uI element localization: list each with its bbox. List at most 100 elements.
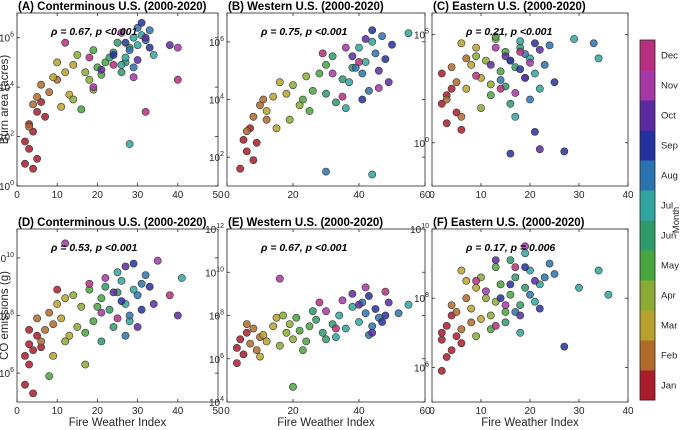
data-point-sep [521,263,529,271]
data-point-jan [21,351,29,360]
data-point-apr [85,75,94,84]
colorbar-swatch-jun [640,220,655,251]
data-point-jun [516,301,525,309]
data-point-jul [117,61,126,69]
data-point-feb [249,112,258,121]
data-point-jan [457,339,466,348]
data-point-aug [121,331,130,340]
data-point-may [89,317,98,326]
data-point-apr [477,104,485,112]
x-tick-label: 0 [429,406,435,417]
data-point-aug [358,69,367,78]
data-point-apr [69,291,78,300]
x-tick-label: 50 [212,406,224,417]
data-point-jan [29,164,37,173]
data-point-jan [25,325,33,334]
data-point-may [298,346,307,354]
data-point-may [305,107,314,115]
data-point-jul [531,297,539,306]
data-point-may [295,326,304,335]
data-point-dec [355,58,363,66]
data-point-oct [165,41,174,49]
y-tick-label: 108 [0,310,14,323]
colorbar-month-label: Apr [661,291,676,302]
data-point-oct [368,328,377,337]
data-point-dec [315,298,324,307]
colorbar-month-label: Jun [661,231,676,242]
data-point-jul [535,84,544,93]
x-tick-label: 50 [212,190,224,201]
data-point-feb [259,95,268,104]
data-point-apr [285,320,294,328]
x-tick-label: 20 [287,190,299,201]
data-point-aug [364,87,373,95]
data-point-feb [242,127,251,136]
data-point-jun [328,52,337,61]
data-point-jan [25,340,33,349]
data-point-apr [81,360,90,369]
colorbar-month-label: Dec [661,51,678,62]
data-point-jul [368,37,377,46]
data-point-oct [109,288,118,297]
data-point-feb [256,101,264,110]
data-point-dec [85,279,94,288]
data-point-oct [361,35,370,43]
colorbar-swatch-apr [640,280,655,311]
data-point-jul [575,283,583,292]
data-point-jan [236,335,245,344]
data-point-jul [355,43,363,52]
data-point-nov [511,89,520,97]
data-point-may [305,322,314,331]
data-point-feb [242,320,251,328]
data-point-nov [481,287,490,296]
data-point-mar [49,73,58,82]
data-point-jan [33,154,41,163]
data-point-jan [33,331,41,340]
x-tick-label: 20 [287,406,299,417]
data-point-jun [117,68,126,77]
data-point-mar [272,313,281,322]
data-point-jul [341,324,350,333]
data-point-feb [452,78,461,87]
data-point-jul [570,35,578,43]
y-tick-label: 106 [414,361,429,374]
data-point-aug [351,63,360,72]
correlation-annotation: ρ = 0.67, p <0.001 [50,26,137,38]
y-axis-label: Burn area (acres) [0,55,11,145]
data-point-may [81,328,90,337]
x-tick-label: 30 [573,190,585,201]
data-point-mar [61,294,70,303]
data-point-aug [540,61,549,69]
colorbar-month-label: Nov [661,81,678,92]
data-point-nov [526,58,534,67]
x-tick-label: 0 [14,190,20,201]
data-point-jan [21,137,29,146]
data-point-nov [97,308,106,317]
y-tick-label: 100 [414,137,429,150]
data-point-jul [149,51,158,59]
data-point-jul [348,302,357,311]
data-point-oct [348,52,357,61]
data-point-jun [101,282,110,291]
data-point-dec [61,38,70,47]
x-tick-label: 10 [475,190,487,201]
data-point-jul [531,69,539,78]
data-point-oct [501,52,510,61]
data-point-may [45,372,54,380]
data-point-mar [477,315,485,323]
data-point-jul [511,112,520,121]
x-tick-label: 40 [353,406,365,417]
data-point-jan [41,112,49,121]
x-tick-label: 10 [52,190,64,201]
correlation-annotation: ρ = 0.21, p <0.001 [465,26,552,38]
colorbar-swatch-may [640,250,655,281]
panel-title: (D) Conterminous U.S. (2000-2020) [18,217,207,229]
data-point-oct [521,74,529,82]
data-point-mar [57,103,66,111]
data-point-jun [338,75,347,84]
data-point-jun [318,328,327,337]
data-point-nov [341,43,350,52]
data-point-jan [21,159,29,168]
data-point-jul [516,328,525,337]
data-point-nov [521,242,529,251]
